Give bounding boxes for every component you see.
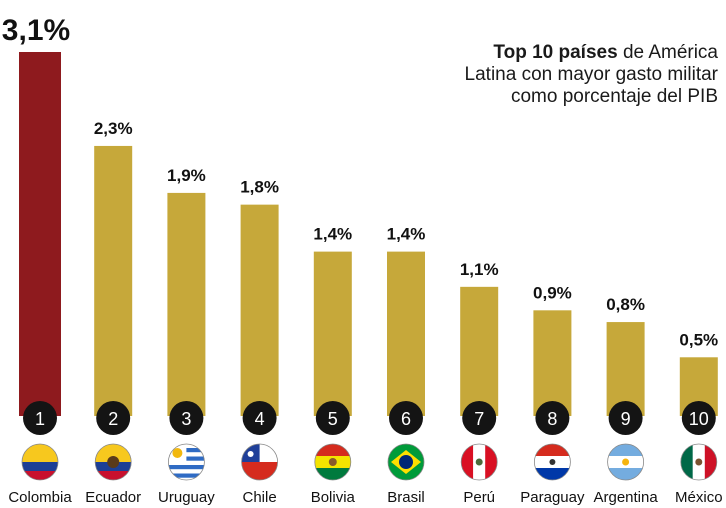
colombia-flag-icon [21, 443, 59, 481]
ecuador-flag-icon [94, 443, 132, 481]
title-line3: como porcentaje del PIB [510, 86, 718, 107]
bar-colombia [19, 52, 61, 416]
rank-circle-bolivia [315, 401, 350, 435]
country-label-ecuador: Ecuador [85, 489, 141, 506]
rank-number-mexico: 10 [689, 409, 709, 429]
value-label-paraguay: 0,9% [533, 283, 572, 302]
value-label-uruguay: 1,9% [167, 166, 206, 185]
rank-number-colombia: 1 [35, 409, 45, 429]
rank-circle-uruguay [169, 401, 204, 435]
rank-circle-colombia [23, 401, 57, 435]
country-label-paraguay: Paraguay [520, 489, 585, 506]
chile-flag-icon [241, 443, 279, 481]
title-line1-rest: de América [617, 42, 718, 63]
bar-brasil [387, 251, 425, 416]
bar-uruguay [167, 192, 206, 416]
rank-circle-paraguay [535, 401, 570, 435]
value-label-bolivia: 1,4% [313, 225, 352, 244]
rank-number-argentina: 9 [621, 409, 631, 429]
bar-argentina [606, 322, 645, 416]
value-label-colombia: 3,1% [2, 14, 70, 47]
bar-paraguay [533, 310, 572, 416]
rank-number-brasil: 6 [401, 409, 411, 429]
country-label-peru: Perú [463, 489, 495, 506]
value-label-argentina: 0,8% [606, 295, 645, 314]
bar-chile [240, 204, 279, 416]
brasil-flag-icon [387, 443, 425, 481]
value-label-peru: 1,1% [460, 260, 499, 279]
rank-circle-ecuador [96, 401, 131, 435]
peru-flag-icon [460, 443, 498, 481]
rank-number-ecuador: 2 [108, 409, 118, 429]
bar-bolivia [313, 251, 352, 416]
country-label-colombia: Colombia [8, 489, 72, 506]
value-label-brasil: 1,4% [387, 225, 426, 244]
rank-number-paraguay: 8 [547, 409, 557, 429]
argentina-flag-icon [607, 443, 644, 481]
country-label-mexico: México [675, 489, 723, 506]
rank-circle-mexico [681, 401, 716, 435]
rank-circle-argentina [608, 401, 643, 435]
value-label-mexico: 0,5% [679, 330, 718, 349]
chart-title: Top 10 países de América Latina con mayo… [358, 42, 718, 108]
title-line2: Latina con mayor gasto militar [464, 64, 718, 85]
rank-circle-peru [462, 401, 497, 435]
value-label-chile: 1,8% [240, 178, 279, 197]
bar-ecuador [94, 145, 133, 416]
country-label-argentina: Argentina [593, 489, 658, 506]
rank-number-bolivia: 5 [328, 409, 338, 429]
country-label-chile: Chile [243, 489, 277, 506]
country-label-uruguay: Uruguay [158, 489, 215, 506]
title-bold: Top 10 países [493, 42, 618, 63]
rank-circle-brasil [389, 401, 423, 435]
bolivia-flag-icon [314, 443, 352, 481]
rank-number-peru: 7 [474, 409, 484, 429]
mexico-flag-icon [680, 443, 718, 481]
uruguay-flag-icon [167, 443, 205, 481]
rank-number-uruguay: 3 [181, 409, 191, 429]
bar-peru [460, 286, 499, 416]
rank-number-chile: 4 [255, 409, 265, 429]
country-label-brasil: Brasil [387, 489, 425, 506]
paraguay-flag-icon [534, 443, 571, 481]
country-label-bolivia: Bolivia [311, 489, 356, 506]
rank-circle-chile [242, 401, 277, 435]
value-label-ecuador: 2,3% [94, 119, 133, 138]
